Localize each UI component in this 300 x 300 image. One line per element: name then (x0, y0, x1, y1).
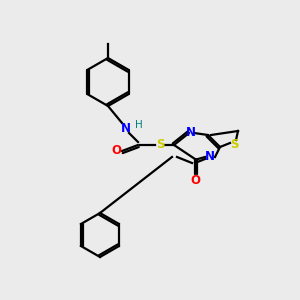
Text: S: S (230, 139, 238, 152)
Text: N: N (205, 151, 215, 164)
Text: O: O (111, 145, 121, 158)
Text: O: O (190, 173, 200, 187)
Text: N: N (121, 122, 131, 134)
Text: H: H (135, 120, 143, 130)
Text: N: N (186, 125, 196, 139)
Text: S: S (156, 139, 164, 152)
